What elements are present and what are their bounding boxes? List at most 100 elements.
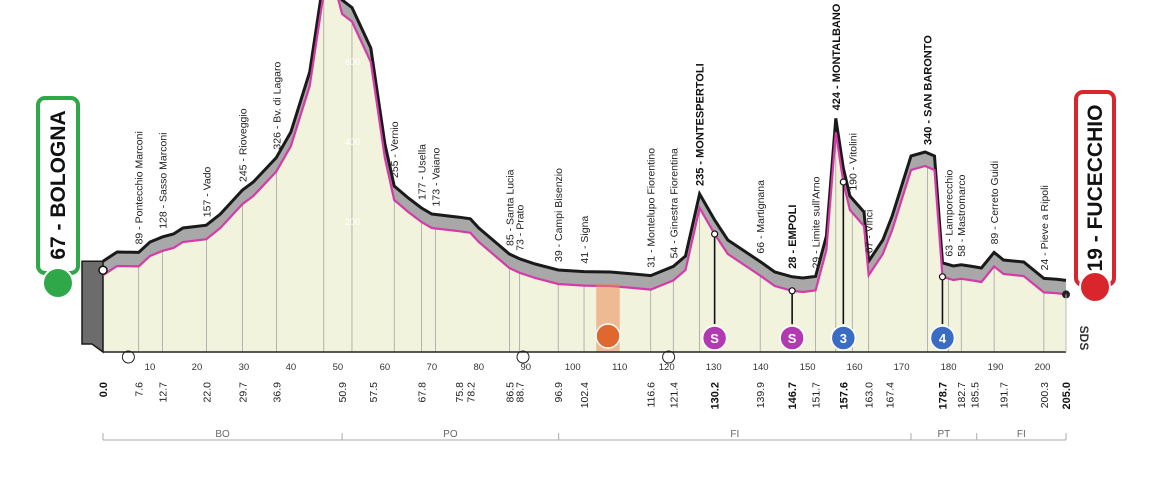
x-tick-170: 170 [894, 362, 910, 373]
province-label-3: PT [937, 429, 950, 440]
place-label-22: 67 - Vinci [864, 210, 876, 254]
place-label-3: 245 - Rioveggio [238, 108, 250, 182]
x-tick-90: 90 [520, 362, 531, 373]
km-label-0: 0.0 [98, 382, 110, 397]
km-label-3: 22.0 [201, 382, 213, 403]
km-label-23: 167.4 [884, 382, 896, 408]
start-point [98, 265, 108, 275]
place-label-9: 173 - Vaiano [431, 148, 443, 207]
x-tick-120: 120 [659, 362, 675, 373]
x-tick-20: 20 [192, 362, 203, 373]
altitude-tick-200: 200 [345, 217, 360, 227]
profile-top-line [102, 0, 1067, 282]
km-label-16: 121.4 [668, 382, 680, 408]
place-label-26: 89 - Cerreto Guidi [989, 161, 1001, 244]
km-label-29: 205.0 [1061, 382, 1073, 410]
marker-text-2: 3 [840, 331, 847, 346]
place-label-23: 340 - SAN BARONTO [922, 35, 934, 145]
x-tick-70: 70 [427, 362, 438, 373]
marker-badge-3 [929, 325, 956, 351]
place-label-25: 58 - Mastromarco [956, 174, 968, 256]
province-label-0: BO [215, 429, 230, 440]
km-label-7: 57.5 [368, 382, 380, 403]
marker-point-2 [839, 178, 847, 186]
km-label-15: 116.6 [646, 382, 658, 408]
start-label: 67 - BOLOGNA [47, 110, 70, 259]
marker-point-1 [788, 287, 796, 295]
km-label-12: 88.7 [515, 382, 527, 403]
km-label-17: 130.2 [710, 382, 722, 410]
place-label-1: 128 - Sasso Marconi [158, 133, 170, 229]
x-tick-10: 10 [145, 362, 156, 373]
x-tick-140: 140 [753, 362, 769, 373]
x-tick-150: 150 [800, 362, 816, 373]
km-label-5: 36.9 [271, 382, 283, 403]
x-tick-100: 100 [565, 362, 581, 373]
km-label-6: 50.9 [337, 382, 349, 403]
km-label-26: 185.5 [969, 382, 981, 408]
km-label-25: 182.7 [956, 382, 968, 408]
km-label-13: 96.9 [553, 382, 565, 403]
km-label-20: 151.7 [811, 382, 823, 408]
place-label-21: 190 - Vitolini [847, 133, 859, 191]
km-label-22: 163.0 [864, 382, 876, 408]
place-label-24: 63 - Lamporecchio [944, 169, 956, 256]
km-label-27: 191.7 [999, 382, 1011, 408]
km-label-1: 7.6 [134, 382, 146, 397]
place-label-27: 24 - Pieve a Ripoli [1039, 185, 1051, 270]
place-label-11: 73 - Prato [515, 205, 527, 251]
x-tick-60: 60 [380, 362, 391, 373]
altitude-tick-600: 600 [345, 57, 360, 67]
x-tick-200: 200 [1035, 362, 1051, 373]
place-label-16: 235 - MONTESPERTOLI [695, 63, 707, 186]
km-label-28: 200.3 [1039, 382, 1051, 408]
place-label-14: 31 - Montelupo Fiorentino [646, 148, 658, 268]
km-label-8: 67.8 [416, 382, 428, 403]
km-label-11: 86.5 [504, 382, 516, 403]
place-label-8: 177 - Usella [416, 144, 428, 200]
sds-logo: SDS [1077, 326, 1091, 351]
finish-label: 19 - FUCECCHIO [1084, 105, 1107, 272]
km-label-9: 75.8 [454, 382, 466, 403]
province-label-1: PO [443, 429, 458, 440]
km-label-14: 102.4 [579, 382, 591, 408]
place-label-0: 89 - Pontecchio Marconi [134, 131, 146, 244]
marker-point-3 [938, 273, 947, 281]
place-label-7: 255 - Vernio [389, 121, 401, 178]
x-tick-80: 80 [474, 362, 485, 373]
x-tick-30: 30 [239, 362, 250, 373]
km-label-24: 178.7 [937, 382, 949, 410]
tunnel-icon-1 [516, 350, 530, 364]
marker-text-3: 4 [939, 331, 947, 346]
marker-badge-2 [830, 325, 857, 351]
marker-text-0: S [710, 331, 719, 346]
km-label-19: 146.7 [787, 382, 799, 410]
place-label-19: 29 - Limite sull'Arno [811, 176, 823, 268]
x-tick-180: 180 [941, 362, 957, 373]
x-tick-160: 160 [847, 362, 863, 373]
altitude-tick-400: 400 [345, 137, 360, 147]
x-tick-50: 50 [333, 362, 344, 373]
route-line [102, 0, 1067, 296]
tunnel-icon-0 [121, 350, 135, 364]
place-label-10: 85 - Santa Lucia [504, 169, 516, 246]
x-tick-110: 110 [612, 362, 627, 373]
marker-text-1: S [788, 331, 797, 346]
x-tick-190: 190 [988, 362, 1004, 373]
profile-area [103, 0, 1066, 352]
tunnel-icon-2 [662, 350, 676, 364]
km-label-2: 12.7 [158, 382, 170, 403]
marker-badge-0 [701, 325, 728, 351]
feed-icon [595, 323, 621, 349]
finish-icon [1079, 271, 1111, 303]
km-label-21: 157.6 [838, 382, 850, 410]
profile-start-wedge [81, 260, 104, 354]
province-label-4: FI [1017, 429, 1026, 440]
place-label-2: 157 - Vado [201, 166, 213, 217]
marker-point-0 [711, 230, 719, 238]
start-icon [42, 267, 74, 299]
place-label-17: 66 - Martignana [755, 180, 767, 254]
place-label-4: 326 - Bv. di Lagaro [271, 61, 283, 149]
